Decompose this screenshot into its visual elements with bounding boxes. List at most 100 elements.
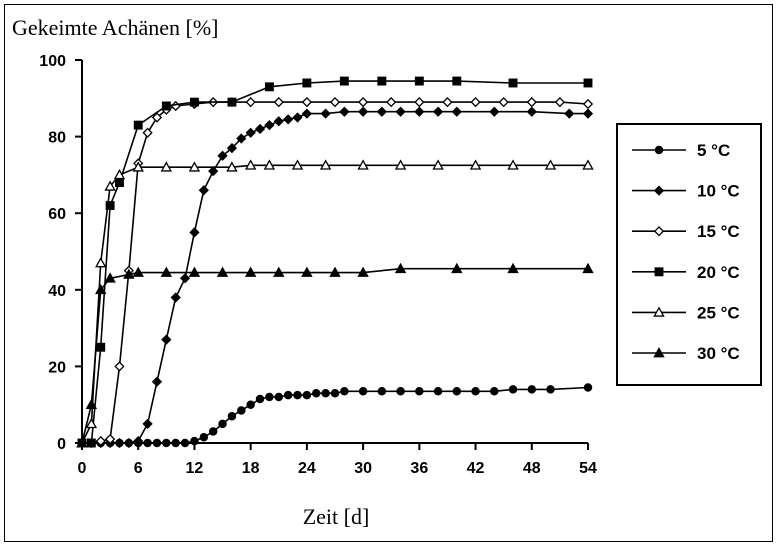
- data-point: [320, 108, 331, 119]
- data-point: [330, 388, 340, 398]
- y-tick-label: 0: [57, 436, 66, 453]
- data-point: [451, 262, 463, 274]
- data-point: [293, 390, 302, 400]
- data-point: [264, 82, 274, 92]
- data-point: [582, 98, 594, 110]
- data-point: [245, 127, 256, 138]
- data-point: [527, 385, 537, 394]
- data-point: [132, 266, 144, 277]
- data-point: [452, 76, 462, 86]
- x-tick-label: 24: [298, 460, 316, 477]
- data-point: [273, 116, 284, 127]
- data-point: [357, 266, 369, 277]
- data-point: [160, 161, 173, 172]
- data-point: [339, 106, 350, 117]
- data-point: [76, 437, 88, 448]
- data-point: [432, 106, 444, 117]
- data-point: [414, 76, 424, 86]
- data-point: [470, 97, 481, 108]
- data-point: [508, 78, 518, 88]
- data-point: [507, 262, 519, 274]
- data-point: [654, 145, 664, 155]
- legend: 5 °C 10 °C 15 °C 20 °C 25 °C 30 °C: [616, 123, 762, 386]
- legend-entry: 5 °C: [632, 141, 730, 160]
- data-point: [582, 159, 594, 170]
- x-tick-label: 0: [78, 460, 87, 477]
- data-point: [104, 434, 116, 445]
- legend-entry: 20 °C: [632, 263, 740, 282]
- series-4: [77, 76, 593, 448]
- x-tick-label: 18: [242, 460, 260, 477]
- legend-label: 30 °C: [697, 344, 740, 363]
- x-tick-label: 42: [467, 460, 485, 477]
- data-point: [653, 306, 665, 317]
- data-point: [583, 78, 593, 88]
- data-point: [254, 123, 266, 135]
- data-point: [291, 159, 304, 170]
- data-point: [105, 201, 115, 210]
- data-point: [96, 342, 106, 352]
- y-tick-label: 100: [39, 53, 66, 70]
- x-axis-label: Zeit [d]: [303, 504, 370, 529]
- legend-box: [616, 123, 762, 386]
- data-point: [654, 267, 664, 277]
- data-point: [208, 165, 219, 177]
- data-point: [386, 97, 397, 108]
- data-point: [273, 97, 284, 108]
- data-point: [227, 97, 237, 107]
- data-point: [85, 417, 98, 429]
- data-point: [95, 435, 106, 447]
- legend-label: 20 °C: [697, 263, 740, 282]
- data-point: [113, 168, 126, 180]
- x-tick-label: 36: [410, 460, 428, 477]
- data-point: [583, 383, 593, 392]
- data-point: [433, 387, 443, 396]
- data-point: [376, 106, 387, 117]
- series-6: [76, 262, 594, 448]
- data-point: [452, 387, 462, 396]
- data-point: [554, 97, 566, 108]
- legend-entry: 15 °C: [632, 222, 740, 241]
- data-point: [339, 76, 349, 86]
- data-point: [263, 159, 276, 170]
- data-point: [653, 185, 665, 196]
- y-tick-label: 20: [48, 359, 66, 376]
- data-point: [162, 438, 171, 448]
- plot-area: [76, 76, 594, 449]
- legend-label: 10 °C: [697, 182, 740, 201]
- data-point: [283, 114, 294, 125]
- data-point: [218, 419, 227, 429]
- data-point: [151, 112, 163, 123]
- data-point: [170, 292, 181, 303]
- data-point: [123, 268, 135, 279]
- data-point: [414, 97, 425, 108]
- data-point: [188, 161, 201, 172]
- data-point: [414, 106, 425, 117]
- data-point: [171, 438, 180, 448]
- x-tick-label: 54: [579, 460, 597, 477]
- data-point: [115, 178, 124, 188]
- y-tick-label: 40: [48, 283, 66, 300]
- data-point: [526, 106, 537, 117]
- data-point: [133, 435, 144, 447]
- data-point: [236, 133, 247, 144]
- data-point: [302, 390, 312, 400]
- data-point: [292, 112, 303, 123]
- data-point: [469, 159, 482, 170]
- data-point: [357, 106, 369, 117]
- data-point: [208, 427, 218, 436]
- x-tick-label: 6: [134, 460, 143, 477]
- x-tick-label: 30: [354, 460, 372, 477]
- data-point: [394, 262, 407, 274]
- data-point: [321, 388, 330, 398]
- legend-label: 25 °C: [697, 303, 740, 322]
- x-tick-label: 48: [523, 460, 541, 477]
- data-point: [301, 266, 313, 277]
- data-point: [489, 106, 500, 117]
- data-point: [264, 119, 275, 131]
- data-point: [104, 272, 116, 283]
- data-point: [189, 227, 200, 238]
- legend-label: 15 °C: [697, 222, 740, 241]
- data-point: [160, 266, 173, 277]
